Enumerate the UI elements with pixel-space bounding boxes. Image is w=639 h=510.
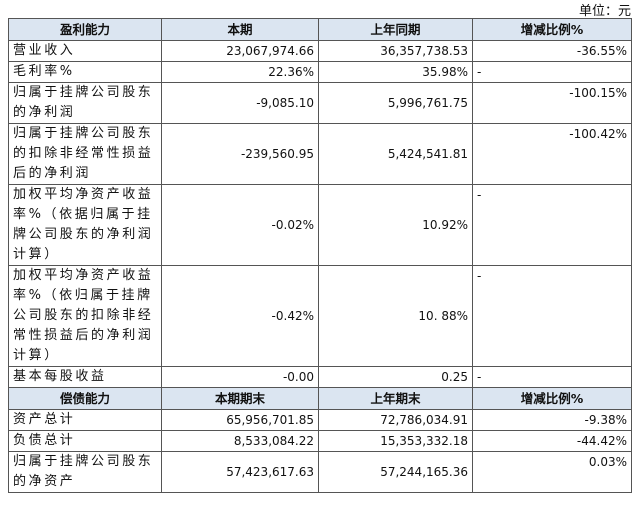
row-label: 基本每股收益 <box>8 366 162 388</box>
row-label: 归属于挂牌公司股东的净利润 <box>8 82 162 124</box>
cell: 0.03% <box>472 451 632 493</box>
table-row: 加权平均净资产收益率%（依归属于挂牌公司股东的扣除非经常性损益后的净利润计算） -… <box>8 265 632 367</box>
header-cell: 上年同期 <box>318 18 473 41</box>
cell: - <box>472 61 632 83</box>
table-row: 归属于挂牌公司股东的净资产 57,423,617.63 57,244,165.36 0… <box>8 451 632 493</box>
header-cell: 本期 <box>161 18 319 41</box>
cell: 15,353,332.18 <box>318 430 473 452</box>
row-label: 归属于挂牌公司股东的净资产 <box>8 451 162 493</box>
row-label: 毛利率% <box>8 61 162 83</box>
cell: 57,244,165.36 <box>318 451 473 493</box>
table-row: 毛利率% 22.36% 35.98% - <box>8 61 632 83</box>
cell: 0.25 <box>318 366 473 388</box>
header-cell: 盈利能力 <box>8 18 162 41</box>
row-label: 营业收入 <box>8 40 162 62</box>
cell: -9,085.10 <box>161 82 319 124</box>
table-row: 归属于挂牌公司股东的净利润 -9,085.10 5,996,761.75 -100.1… <box>8 82 632 124</box>
cell: -0.42% <box>161 265 319 367</box>
cell: -36.55% <box>472 40 632 62</box>
cell: 23,067,974.66 <box>161 40 319 62</box>
header-cell: 上年期末 <box>318 387 473 410</box>
header-cell: 增减比例% <box>472 387 632 410</box>
cell: 10.92% <box>318 184 473 266</box>
cell: - <box>472 265 632 367</box>
table-row: 归属于挂牌公司股东的扣除非经常性损益后的净利润 -239,560.95 5,424,… <box>8 123 632 185</box>
header-cell: 增减比例% <box>472 18 632 41</box>
header-cell: 偿债能力 <box>8 387 162 410</box>
financial-table: 盈利能力 本期 上年同期 增减比例% 营业收入 23,067,974.66 36,357,7… <box>8 18 632 493</box>
table-row: 营业收入 23,067,974.66 36,357,738.53 -36.55% <box>8 40 632 62</box>
cell: -100.42% <box>472 123 632 185</box>
table-row: 资产总计 65,956,701.85 72,786,034.91 -9.38% <box>8 409 632 431</box>
cell: 5,424,541.81 <box>318 123 473 185</box>
cell: -9.38% <box>472 409 632 431</box>
cell: 35.98% <box>318 61 473 83</box>
cell: - <box>472 184 632 266</box>
header-row: 盈利能力 本期 上年同期 增减比例% <box>8 18 632 41</box>
row-label: 加权平均净资产收益率%（依据归属于挂牌公司股东的净利润计算） <box>8 184 162 266</box>
header-cell: 本期期末 <box>161 387 319 410</box>
cell: 57,423,617.63 <box>161 451 319 493</box>
cell: 22.36% <box>161 61 319 83</box>
row-label: 归属于挂牌公司股东的扣除非经常性损益后的净利润 <box>8 123 162 185</box>
cell: 5,996,761.75 <box>318 82 473 124</box>
row-label: 资产总计 <box>8 409 162 431</box>
row-label: 加权平均净资产收益率%（依归属于挂牌公司股东的扣除非经常性损益后的净利润计算） <box>8 265 162 367</box>
cell: 36,357,738.53 <box>318 40 473 62</box>
header-row: 偿债能力 本期期末 上年期末 增减比例% <box>8 387 632 410</box>
row-label: 负债总计 <box>8 430 162 452</box>
table-row: 基本每股收益 -0.00 0.25- <box>8 366 632 388</box>
cell: -44.42% <box>472 430 632 452</box>
cell: - <box>472 366 632 388</box>
cell: -239,560.95 <box>161 123 319 185</box>
cell: -100.15% <box>472 82 632 124</box>
cell: -0.02% <box>161 184 319 266</box>
cell: 8,533,084.22 <box>161 430 319 452</box>
table-row: 负债总计 8,533,084.22 15,353,332.18 -44.42% <box>8 430 632 452</box>
cell: 10. 88% <box>318 265 473 367</box>
table-row: 加权平均净资产收益率%（依据归属于挂牌公司股东的净利润计算） -0.02% 10.9… <box>8 184 632 266</box>
unit-label: 单位：元 <box>578 4 631 19</box>
table-body: 盈利能力 本期 上年同期 增减比例% 营业收入 23,067,974.66 36,357,7… <box>8 18 632 493</box>
cell: -0.00 <box>161 366 319 388</box>
cell: 65,956,701.85 <box>161 409 319 431</box>
cell: 72,786,034.91 <box>318 409 473 431</box>
